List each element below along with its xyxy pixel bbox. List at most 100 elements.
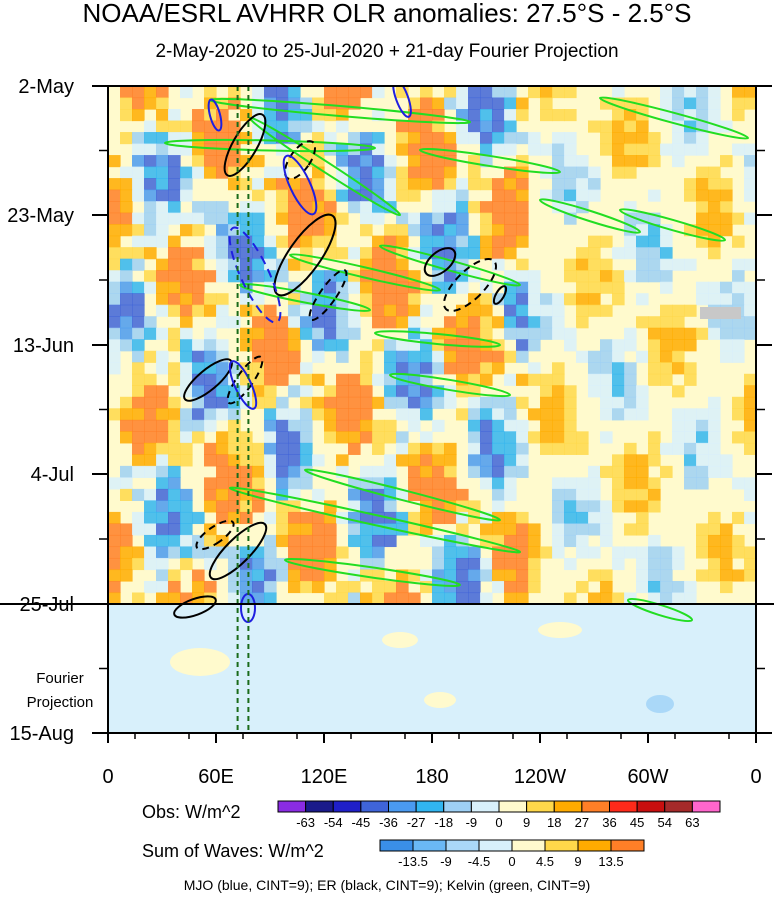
anomaly-cell bbox=[504, 488, 517, 501]
anomaly-cell bbox=[732, 569, 745, 582]
anomaly-cell bbox=[684, 86, 697, 99]
anomaly-cell bbox=[708, 189, 721, 202]
y-tick-label: 13-Jun bbox=[13, 335, 74, 357]
anomaly-cell bbox=[516, 189, 529, 202]
anomaly-cell bbox=[192, 373, 205, 386]
anomaly-cell bbox=[552, 362, 565, 375]
anomaly-cell bbox=[132, 408, 145, 421]
anomaly-cell bbox=[204, 166, 217, 179]
anomaly-cell bbox=[132, 465, 145, 478]
anomaly-cell bbox=[168, 592, 181, 605]
anomaly-cell bbox=[708, 408, 721, 421]
anomaly-cell bbox=[456, 373, 469, 386]
anomaly-cell bbox=[444, 224, 457, 237]
anomaly-cell bbox=[288, 362, 301, 375]
anomaly-cell bbox=[360, 247, 373, 260]
anomaly-cell bbox=[408, 247, 421, 260]
anomaly-cell bbox=[276, 477, 289, 490]
anomaly-cell bbox=[252, 396, 265, 409]
anomaly-cell bbox=[516, 534, 529, 548]
anomaly-cell bbox=[156, 396, 169, 409]
anomaly-cell bbox=[408, 362, 421, 375]
anomaly-cell bbox=[288, 155, 301, 168]
er-contour bbox=[273, 213, 337, 297]
anomaly-cell bbox=[624, 500, 637, 513]
anomaly-cell bbox=[660, 304, 673, 317]
colorbar-swatch bbox=[544, 839, 579, 852]
er-contour bbox=[173, 595, 217, 619]
anomaly-cell bbox=[324, 569, 337, 582]
x-tick-label: 0 bbox=[102, 766, 113, 788]
anomaly-cell bbox=[156, 465, 169, 478]
anomaly-cell bbox=[684, 189, 697, 202]
anomaly-cell bbox=[468, 166, 481, 179]
anomaly-cell bbox=[600, 120, 613, 133]
anomaly-cell bbox=[144, 442, 157, 455]
anomaly-cell bbox=[156, 362, 169, 375]
anomaly-cell bbox=[120, 534, 133, 548]
anomaly-cell bbox=[372, 500, 385, 513]
anomaly-cell bbox=[672, 592, 685, 605]
colorbar-tick-label: 0 bbox=[508, 854, 515, 869]
anomaly-cell bbox=[552, 477, 565, 490]
anomaly-cell bbox=[204, 86, 217, 99]
anomaly-cell bbox=[240, 511, 253, 525]
anomaly-cell bbox=[624, 523, 637, 536]
anomaly-cell bbox=[120, 431, 133, 444]
anomaly-cell bbox=[276, 120, 289, 133]
anomaly-cell bbox=[696, 465, 709, 478]
anomaly-cell bbox=[612, 362, 625, 375]
anomaly-cell bbox=[336, 281, 349, 294]
anomaly-cell bbox=[660, 350, 673, 363]
er-contour bbox=[208, 521, 268, 581]
anomaly-cell bbox=[372, 143, 385, 156]
anomaly-cell bbox=[156, 281, 169, 294]
anomaly-cell bbox=[432, 224, 445, 237]
anomaly-cell bbox=[204, 546, 217, 559]
anomaly-cell bbox=[108, 189, 121, 202]
anomaly-cell bbox=[612, 339, 625, 352]
anomaly-cell bbox=[156, 132, 169, 145]
anomaly-cell bbox=[372, 592, 385, 605]
anomaly-cell bbox=[528, 373, 541, 386]
anomaly-cell bbox=[696, 546, 709, 559]
anomaly-cell bbox=[324, 339, 337, 352]
anomaly-cell bbox=[384, 155, 397, 168]
anomaly-cell bbox=[336, 408, 349, 421]
anomaly-cell bbox=[420, 408, 433, 421]
anomaly-cell bbox=[348, 408, 361, 421]
anomaly-cell bbox=[564, 166, 577, 179]
wave-contours bbox=[163, 86, 750, 733]
anomaly-cell bbox=[492, 189, 505, 202]
anomaly-cell bbox=[600, 511, 613, 525]
anomaly-cell bbox=[660, 465, 673, 478]
colorbar-swatch bbox=[610, 839, 645, 852]
anomaly-cell bbox=[540, 304, 553, 317]
anomaly-cell bbox=[732, 143, 745, 156]
anomaly-cell bbox=[492, 224, 505, 237]
anomaly-cell bbox=[648, 534, 661, 548]
anomaly-cell bbox=[132, 362, 145, 375]
anomaly-cell bbox=[684, 419, 697, 432]
anomaly-cell bbox=[372, 546, 385, 559]
anomaly-cell bbox=[396, 304, 409, 317]
anomaly-cell bbox=[480, 97, 493, 110]
anomaly-cell bbox=[456, 546, 469, 559]
anomaly-cell bbox=[264, 419, 277, 432]
anomaly-cell bbox=[168, 442, 181, 455]
anomaly-cell bbox=[540, 97, 553, 110]
anomaly-cell bbox=[600, 350, 613, 363]
anomaly-cell bbox=[144, 224, 157, 237]
anomaly-cell bbox=[708, 419, 721, 432]
anomaly-cell bbox=[372, 293, 385, 306]
anomaly-cell bbox=[180, 408, 193, 421]
anomaly-cell bbox=[144, 86, 157, 99]
anomaly-cell bbox=[468, 408, 481, 421]
anomaly-cell bbox=[396, 316, 409, 329]
anomaly-cell bbox=[204, 408, 217, 421]
anomaly-cell bbox=[744, 293, 756, 306]
anomaly-cell bbox=[624, 339, 637, 352]
anomaly-cell bbox=[492, 557, 505, 571]
kelvin-contour bbox=[373, 330, 502, 348]
anomaly-cell bbox=[504, 212, 517, 225]
